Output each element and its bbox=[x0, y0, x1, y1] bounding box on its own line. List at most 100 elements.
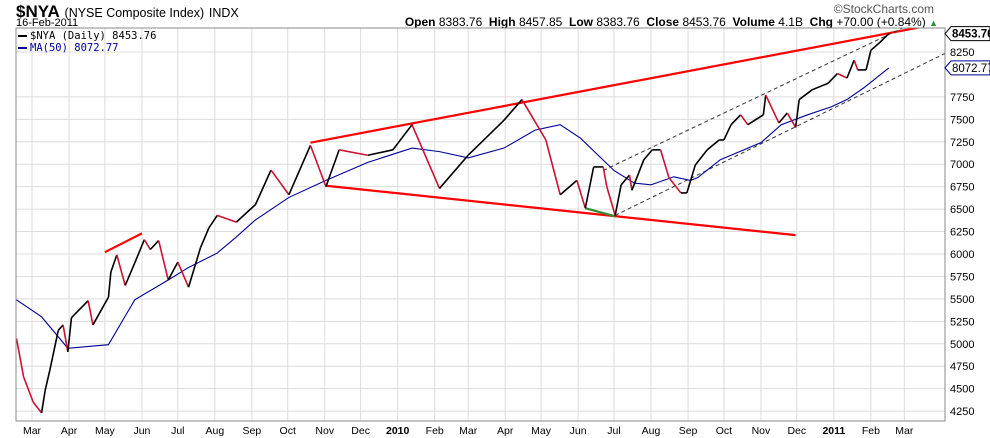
open-value: 8383.76 bbox=[438, 15, 483, 29]
high-value: 8457.85 bbox=[518, 15, 563, 29]
x-tick-label: Feb bbox=[426, 425, 444, 437]
y-tick-label: 7250 bbox=[950, 137, 974, 149]
price-segment bbox=[606, 186, 616, 216]
series bbox=[15, 33, 890, 414]
price-segment bbox=[411, 124, 441, 189]
legend-swatch bbox=[18, 47, 27, 49]
price-segment bbox=[199, 227, 210, 249]
x-tick-label: Jun bbox=[570, 425, 587, 437]
last-price-label: 8453.76 bbox=[952, 29, 990, 41]
price-segment bbox=[686, 164, 696, 194]
legend: $NYA (Daily) 8453.76 MA(50) 8072.77 bbox=[18, 30, 156, 54]
chart-title: $NYA (NYSE Composite Index) INDX bbox=[16, 2, 239, 22]
price-segment bbox=[44, 369, 51, 391]
y-tick-label: 4250 bbox=[950, 406, 974, 418]
close-value: 8453.76 bbox=[682, 15, 726, 29]
x-tick-label: Apr bbox=[61, 425, 78, 437]
chg-value: +70.00 (+0.84%) bbox=[836, 15, 926, 29]
y-tick-label: 6750 bbox=[950, 182, 974, 194]
price-segment bbox=[107, 271, 112, 298]
x-tick-label: Aug bbox=[642, 425, 661, 437]
price-segment bbox=[521, 99, 547, 141]
price-segment bbox=[827, 72, 839, 84]
price-segment bbox=[187, 247, 202, 288]
last-ma-label: 8072.77 bbox=[952, 63, 990, 75]
open-label: Open bbox=[404, 15, 436, 29]
price-segment bbox=[92, 296, 110, 326]
price-segment bbox=[853, 59, 859, 71]
price-segment bbox=[157, 240, 170, 281]
legend-swatch bbox=[18, 35, 27, 37]
trendline bbox=[104, 232, 143, 254]
y-tick-label: 6250 bbox=[950, 227, 974, 239]
price-segment bbox=[631, 159, 645, 191]
stockcharts-logo: ©StockCharts.com bbox=[833, 2, 934, 16]
price-segment bbox=[620, 174, 631, 186]
price-segment bbox=[87, 300, 94, 326]
price-segment bbox=[254, 169, 272, 205]
price-segment bbox=[765, 94, 780, 124]
volume-label: Volume bbox=[732, 15, 775, 29]
y-tick-label: 5250 bbox=[950, 316, 974, 328]
grid bbox=[16, 28, 945, 421]
close-label: Close bbox=[646, 15, 680, 29]
last-price-label-box bbox=[944, 26, 990, 42]
price-segment bbox=[837, 72, 848, 79]
annotations bbox=[104, 28, 945, 254]
ma50-line bbox=[16, 67, 890, 349]
price-segment bbox=[22, 376, 34, 403]
last-ma-label-box bbox=[944, 60, 990, 76]
price-segment bbox=[216, 214, 237, 223]
price-segment bbox=[794, 99, 800, 128]
x-tick-label: Jul bbox=[171, 425, 184, 437]
x-tick-label: Mar bbox=[895, 425, 914, 437]
plot-frame bbox=[15, 27, 946, 422]
x-tick-label: Dec bbox=[787, 425, 806, 437]
price-segment bbox=[32, 401, 43, 414]
index-name: (NYSE Composite Index) bbox=[64, 6, 205, 20]
price-segment bbox=[392, 124, 413, 151]
price-segment bbox=[235, 204, 257, 223]
price-segment bbox=[70, 300, 89, 319]
price-segment bbox=[167, 261, 179, 281]
quote-bar: Open 8383.76 High 8457.85 Low 8383.76 Cl… bbox=[405, 15, 938, 29]
up-triangle-icon: ▲ bbox=[929, 18, 938, 28]
price-segment bbox=[747, 114, 764, 126]
x-tick-label: May bbox=[531, 425, 552, 437]
chg-label: Chg bbox=[809, 15, 833, 29]
y-tick-label: 5000 bbox=[950, 339, 974, 351]
price-segment bbox=[309, 145, 327, 187]
low-label: Low bbox=[569, 15, 593, 29]
x-tick-label: Jul bbox=[607, 425, 620, 437]
x-tick-label: Nov bbox=[752, 425, 771, 437]
x-tick-label: Dec bbox=[351, 425, 370, 437]
x-tick-label: Apr bbox=[497, 425, 514, 437]
trendline bbox=[325, 184, 796, 237]
price-segment bbox=[143, 239, 151, 250]
x-tick-label: Oct bbox=[716, 425, 732, 437]
y-tick-label: 4750 bbox=[950, 361, 974, 373]
price-segment bbox=[124, 262, 136, 286]
x-tick-label: Oct bbox=[280, 425, 296, 437]
price-segment bbox=[878, 33, 890, 44]
y-tick-label: 6000 bbox=[950, 249, 974, 261]
price-segment bbox=[846, 59, 855, 79]
x-tick-label: Nov bbox=[315, 425, 334, 437]
price-segment bbox=[706, 139, 720, 151]
y-tick-label: 7500 bbox=[950, 114, 974, 126]
price-segment bbox=[62, 324, 69, 353]
legend-item-price: $NYA (Daily) 8453.76 bbox=[18, 30, 156, 42]
price-segment bbox=[778, 112, 788, 124]
x-tick-label: Jun bbox=[133, 425, 150, 437]
price-segment bbox=[40, 390, 46, 414]
price-segment bbox=[288, 145, 312, 196]
price-segment bbox=[467, 119, 505, 156]
price-segment bbox=[503, 99, 523, 121]
y-tick-label: 6500 bbox=[950, 204, 974, 216]
price-segment bbox=[576, 180, 587, 209]
price-segment bbox=[116, 254, 126, 286]
price-segment bbox=[338, 149, 368, 157]
price-segment bbox=[49, 330, 60, 370]
y-tick-label: 7000 bbox=[950, 159, 974, 171]
